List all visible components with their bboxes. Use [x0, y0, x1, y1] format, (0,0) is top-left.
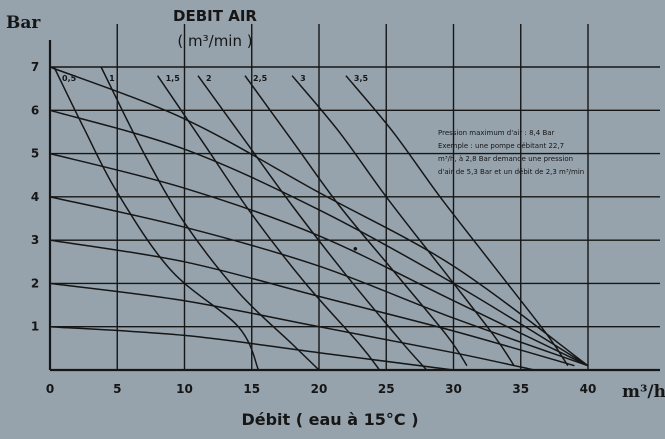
air-pressure-curve-3: [49, 196, 589, 367]
annotation-line-3: m³/h, à 2,8 Bar demande une pression: [438, 155, 573, 163]
air-pressure-curve-2: [49, 152, 589, 367]
air-pressure-curve-1: [49, 109, 589, 367]
x-tick-label-6: 30: [445, 382, 462, 396]
example-point: [353, 247, 358, 251]
x-axis-label: Débit ( eau à 15°C ): [241, 410, 418, 429]
x-tick-label-0: 0: [46, 382, 54, 396]
air-flow-label-3: 2: [206, 74, 212, 83]
air-flow-label-1: 1: [109, 74, 115, 83]
air-flow-labels: 0,5 1 1,5 2 2,5 3 3,5: [62, 74, 368, 83]
y-tick-label-2: 3: [31, 233, 39, 247]
air-pressure-curve-6: [49, 325, 454, 371]
x-tick-label-1: 5: [113, 382, 121, 396]
y-tick-label-6: 7: [31, 60, 39, 74]
axes: [48, 40, 660, 372]
air-flow-label-4: 2,5: [253, 74, 268, 83]
x-tick-label-5: 25: [378, 382, 395, 396]
chart-subtitle: ( m³/min ): [177, 32, 252, 50]
air-flow-curves: [53, 66, 569, 371]
air-pressure-curves: [49, 66, 589, 371]
y-tick-label-0: 1: [31, 320, 39, 334]
air-flow-curve-1: [100, 66, 320, 371]
annotation-line-2: Exemple : une pompe débitant 22,7: [438, 142, 564, 150]
air-flow-label-5: 3: [300, 74, 306, 83]
y-tick-label-3: 4: [31, 190, 39, 204]
y-tick-label-1: 2: [31, 276, 39, 290]
air-pressure-curve-5: [49, 282, 535, 371]
air-flow-label-0: 0,5: [62, 74, 77, 83]
annotation-line-4: d'air de 5,3 Bar et un débit de 2,3 m³/m…: [438, 168, 584, 176]
y-tick-label-5: 6: [31, 103, 39, 117]
air-flow-label-2: 1,5: [166, 74, 181, 83]
air-flow-label-6: 3,5: [354, 74, 369, 83]
air-flow-curve-4: [244, 75, 468, 367]
x-tick-label-8: 40: [580, 382, 597, 396]
annotation-line-1: Pression maximum d'air : 8,4 Bar: [438, 129, 555, 137]
y-axis-label: Bar: [6, 13, 41, 33]
y-tick-label-4: 5: [31, 147, 39, 161]
x-axis-unit: m³/h: [622, 382, 665, 402]
air-flow-curve-6: [345, 75, 569, 367]
air-flow-curve-3: [197, 75, 428, 371]
tick-labels: 0 5 10 15 20 25 30 35 40 1 2 3 4 5 6 7: [31, 60, 597, 396]
air-pressure-curve-0: [49, 66, 589, 367]
air-pressure-curve-4: [49, 239, 575, 367]
chart-title: DEBIT AIR: [173, 7, 257, 25]
air-flow-curve-0: [53, 66, 260, 371]
x-tick-label-4: 20: [311, 382, 328, 396]
x-tick-label-2: 10: [176, 382, 193, 396]
annotation: Pression maximum d'air : 8,4 Bar Exemple…: [438, 129, 584, 176]
x-tick-label-7: 35: [512, 382, 529, 396]
x-tick-label-3: 15: [243, 382, 260, 396]
air-flow-curve-2: [156, 75, 381, 371]
air-flow-curve-5: [291, 75, 515, 367]
